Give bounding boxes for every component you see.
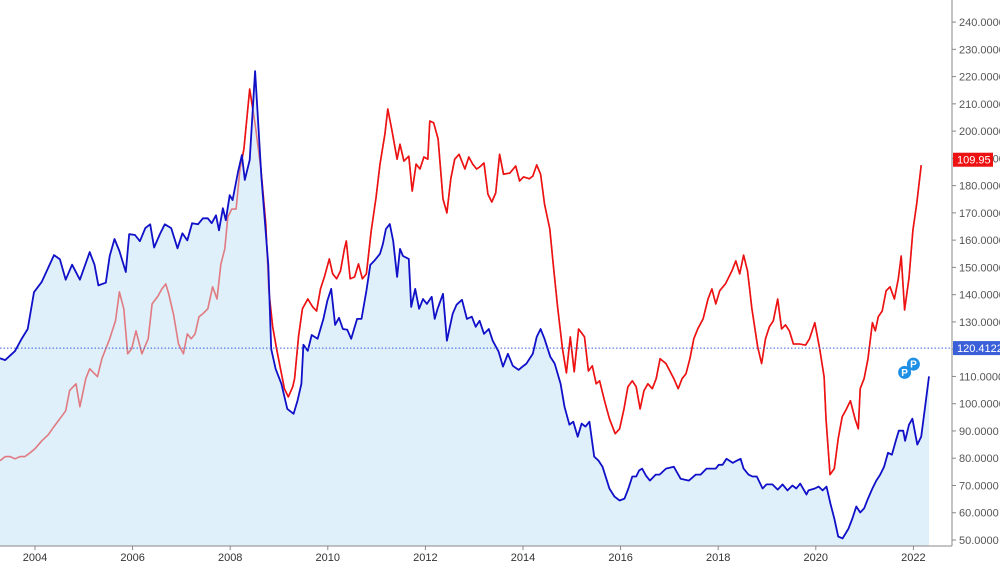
plot-area: PP [0,70,952,546]
blue-series-line [0,70,930,540]
blue-series-area-fill [0,71,929,546]
y-tick-label: 220.0000 [959,72,1000,84]
y-axis: 50.0000 60.0000 70.0000 80.0000 90.0000 100.0… [951,0,1000,547]
svg-text:P: P [901,368,908,379]
y-tick-label: 70.0000 [959,480,999,492]
x-tick-label: 2018 [706,552,730,563]
y-tick-label: 60.0000 [959,508,999,520]
x-tick-label: 2006 [120,552,144,563]
x-axis: 2004 2006 2008 2010 2012 2014 2016 2018 2020 2022 [0,545,952,563]
p-marker-icon[interactable]: P [906,357,920,371]
y-tick-label: 50.0000 [959,535,999,547]
x-tick-label: 2014 [511,552,535,563]
blue-last-value-label: 120.4122 [957,343,1000,355]
blue-last-value-badge [953,341,1000,356]
x-tick-label: 2008 [218,552,242,563]
y-tick-label: 110.0000 [959,371,1000,383]
red-last-value-label: 109.95 [957,155,991,167]
y-tick-label: 210.0000 [959,99,1000,111]
y-tick-label: 130.0000 [959,317,1000,329]
y-tick-label: 90.0000 [959,426,999,438]
y-tick-label: 170.0000 [959,208,1000,220]
x-tick-label: 2020 [804,552,828,563]
y-tick-label: 140.0000 [959,290,1000,302]
y-tick-label: 180.0000 [959,181,1000,193]
red-last-value-badge [953,152,993,167]
event-markers[interactable]: PP [898,357,920,379]
y-tick-label: 200.0000 [959,126,1000,138]
y-tick-label: 160.0000 [959,235,1000,247]
y-tick-label: 100.0000 [959,399,1000,411]
x-tick-label: 2004 [23,552,47,563]
y-tick-label: 150.0000 [959,262,1000,274]
svg-text:P: P [910,360,917,371]
y-tick-label: 80.0000 [959,453,999,465]
x-tick-label: 2010 [316,552,340,563]
last-value-badges: 120.4122 109.95 [953,152,1000,356]
y-tick-label: 240.0000 [959,17,1000,29]
p-marker-icon[interactable]: P [898,365,912,379]
x-tick-label: 2022 [901,552,925,563]
x-tick-label: 2016 [608,552,632,563]
x-tick-label: 2012 [413,552,437,563]
y-tick-label: 230.0000 [959,44,1000,56]
